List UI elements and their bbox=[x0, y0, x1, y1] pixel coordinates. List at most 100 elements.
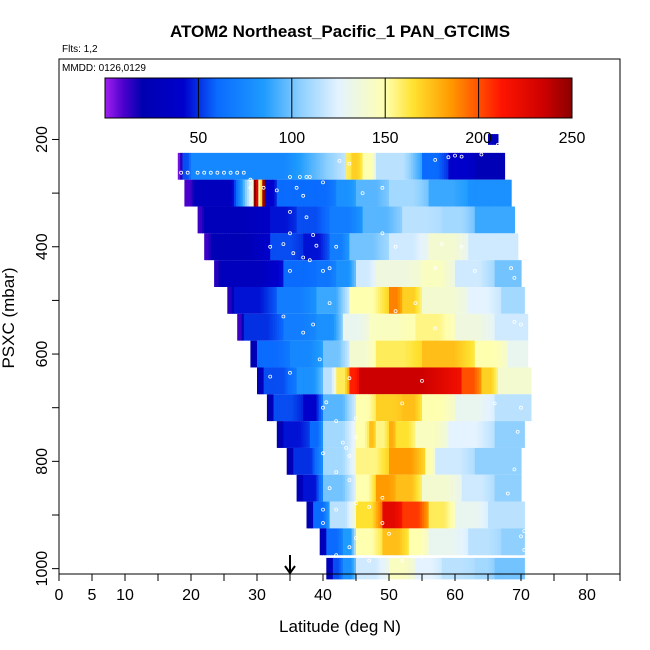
heatmap-cell bbox=[442, 367, 445, 395]
heatmap-cell bbox=[320, 313, 324, 341]
heatmap-cell bbox=[466, 313, 469, 341]
heatmap-cell bbox=[506, 179, 510, 207]
heatmap-cell bbox=[499, 260, 502, 287]
heatmap-cell bbox=[320, 394, 324, 422]
heatmap-cell bbox=[423, 447, 426, 475]
heatmap-cell bbox=[427, 447, 430, 475]
heatmap-cell bbox=[496, 340, 500, 368]
heatmap-cell bbox=[424, 557, 427, 580]
heatmap-cell bbox=[279, 421, 282, 448]
heatmap-cell bbox=[309, 313, 313, 341]
heatmap-cell bbox=[230, 233, 234, 261]
heatmap-cell bbox=[270, 340, 273, 368]
heatmap-cell bbox=[402, 340, 405, 368]
heatmap-cell bbox=[241, 206, 245, 234]
heatmap-cell bbox=[490, 394, 493, 422]
heatmap-cell bbox=[265, 233, 269, 261]
sample-point bbox=[380, 185, 385, 190]
heatmap-cell bbox=[372, 367, 376, 395]
heatmap-cell bbox=[298, 260, 302, 287]
heatmap-cell bbox=[513, 233, 517, 261]
heatmap-cell bbox=[452, 367, 456, 395]
heatmap-cell bbox=[406, 152, 410, 180]
heatmap-cell bbox=[309, 206, 313, 234]
heatmap-cell bbox=[369, 557, 372, 580]
heatmap-cell bbox=[470, 313, 474, 341]
heatmap-cell bbox=[444, 394, 447, 422]
heatmap-cell bbox=[186, 179, 189, 207]
heatmap-cell bbox=[483, 367, 487, 395]
heatmap-cell bbox=[474, 313, 478, 341]
sample-point bbox=[393, 309, 398, 314]
heatmap-cell bbox=[327, 233, 331, 261]
heatmap-cell bbox=[483, 501, 487, 529]
heatmap-cell bbox=[338, 528, 342, 556]
heatmap-cell bbox=[303, 206, 306, 234]
heatmap-cell bbox=[491, 134, 495, 145]
heatmap-cell bbox=[430, 152, 434, 180]
sample-point bbox=[433, 326, 438, 331]
heatmap-cell bbox=[244, 179, 248, 207]
heatmap-cell bbox=[397, 313, 401, 341]
heatmap-cell bbox=[378, 340, 381, 368]
heatmap-cell bbox=[512, 340, 515, 368]
heatmap-cell bbox=[219, 206, 223, 234]
heatmap-cell bbox=[334, 447, 337, 475]
heatmap-cell bbox=[380, 394, 383, 422]
heatmap-cell bbox=[364, 340, 368, 368]
heatmap-cell bbox=[292, 233, 295, 261]
heatmap-cell bbox=[193, 152, 196, 180]
heatmap-cell bbox=[378, 474, 381, 502]
heatmap-cell bbox=[358, 313, 361, 341]
sample-point bbox=[324, 400, 329, 405]
heatmap-cell bbox=[481, 394, 485, 422]
heatmap-cell bbox=[199, 206, 203, 234]
heatmap-cell bbox=[353, 340, 357, 368]
sample-point bbox=[420, 378, 424, 383]
heatmap-cell bbox=[305, 474, 309, 502]
heatmap-cell bbox=[466, 206, 469, 234]
heatmap-cell bbox=[466, 286, 469, 314]
heatmap-cell bbox=[312, 367, 315, 395]
heatmap-cell bbox=[327, 179, 331, 207]
heatmap-cell bbox=[500, 179, 504, 207]
heatmap-cell bbox=[461, 394, 465, 422]
heatmap-cell bbox=[362, 501, 366, 529]
heatmap-cell bbox=[490, 206, 493, 234]
heatmap-cell bbox=[371, 501, 375, 529]
heatmap-cell bbox=[261, 286, 265, 314]
heatmap-cell bbox=[402, 557, 405, 580]
heatmap-cell bbox=[481, 367, 485, 395]
heatmap-cell bbox=[437, 447, 441, 475]
heatmap-cell bbox=[351, 528, 355, 556]
heatmap-cell bbox=[226, 233, 229, 261]
heatmap-cell bbox=[208, 206, 212, 234]
heatmap-cell bbox=[259, 260, 263, 287]
heatmap-cell bbox=[404, 233, 408, 261]
heatmap-cell bbox=[318, 421, 322, 448]
heatmap-cell bbox=[203, 179, 206, 207]
heatmap-cell bbox=[408, 394, 412, 422]
heatmap-cell bbox=[389, 474, 392, 502]
heatmap-cell bbox=[221, 206, 225, 234]
heatmap-cell bbox=[338, 179, 342, 207]
x-tick-label: 5 bbox=[88, 587, 97, 604]
heatmap-cell bbox=[505, 313, 509, 341]
heatmap-cell bbox=[284, 394, 287, 422]
heatmap-cell bbox=[507, 557, 511, 580]
heatmap-cell bbox=[364, 528, 368, 556]
heatmap-cell bbox=[285, 206, 289, 234]
heatmap-cell bbox=[476, 179, 480, 207]
heatmap-cell bbox=[369, 152, 372, 180]
heatmap-cell bbox=[254, 206, 258, 234]
heatmap-cell bbox=[380, 152, 383, 180]
heatmap-cell bbox=[382, 557, 386, 580]
x-tick-label: 50 bbox=[380, 587, 398, 604]
sample-point bbox=[522, 529, 527, 533]
heatmap-cell bbox=[397, 447, 401, 475]
heatmap-cell bbox=[356, 313, 359, 341]
heatmap-cell bbox=[501, 206, 504, 234]
heatmap-cell bbox=[528, 367, 532, 395]
heatmap-cell bbox=[331, 206, 335, 234]
heatmap-cell bbox=[391, 233, 394, 261]
